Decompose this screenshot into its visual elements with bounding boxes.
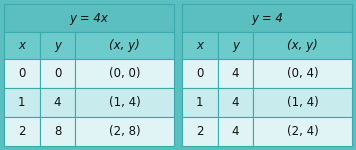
Bar	[182, 117, 218, 146]
Bar	[40, 59, 75, 88]
Text: (1, 4): (1, 4)	[109, 96, 141, 109]
Text: x: x	[197, 39, 203, 52]
Text: y: y	[54, 39, 61, 52]
Text: 0: 0	[196, 67, 204, 80]
Bar	[75, 117, 174, 146]
Bar	[40, 117, 75, 146]
Bar	[75, 32, 174, 59]
Text: x: x	[19, 39, 25, 52]
Bar	[182, 59, 218, 88]
Bar	[182, 4, 352, 32]
Bar	[182, 32, 218, 59]
Bar	[218, 59, 253, 88]
Bar	[75, 88, 174, 117]
Text: 4: 4	[232, 96, 239, 109]
Bar	[4, 88, 40, 117]
Text: (0, 0): (0, 0)	[109, 67, 141, 80]
Bar	[40, 32, 75, 59]
Text: 4: 4	[232, 125, 239, 138]
Text: (x, y): (x, y)	[109, 39, 140, 52]
Text: 0: 0	[54, 67, 61, 80]
Text: 0: 0	[18, 67, 26, 80]
Bar	[218, 88, 253, 117]
Bar	[253, 88, 352, 117]
Text: 1: 1	[196, 96, 204, 109]
Text: y: y	[232, 39, 239, 52]
Text: y = 4x: y = 4x	[69, 12, 109, 25]
Bar	[218, 117, 253, 146]
Bar	[4, 4, 174, 32]
Bar	[4, 59, 40, 88]
Text: (0, 4): (0, 4)	[287, 67, 319, 80]
Bar	[4, 32, 40, 59]
Bar	[253, 32, 352, 59]
Text: 4: 4	[232, 67, 239, 80]
Bar	[75, 59, 174, 88]
Bar	[218, 32, 253, 59]
Text: 2: 2	[196, 125, 204, 138]
Text: 1: 1	[18, 96, 26, 109]
Bar	[253, 59, 352, 88]
Text: 4: 4	[54, 96, 61, 109]
Bar	[253, 117, 352, 146]
Text: (x, y): (x, y)	[287, 39, 318, 52]
Bar	[4, 117, 40, 146]
Bar	[40, 88, 75, 117]
Text: (2, 4): (2, 4)	[287, 125, 319, 138]
Bar	[182, 88, 218, 117]
Text: y = 4: y = 4	[251, 12, 283, 25]
Text: 8: 8	[54, 125, 61, 138]
Text: (2, 8): (2, 8)	[109, 125, 141, 138]
Text: (1, 4): (1, 4)	[287, 96, 319, 109]
Text: 2: 2	[18, 125, 26, 138]
